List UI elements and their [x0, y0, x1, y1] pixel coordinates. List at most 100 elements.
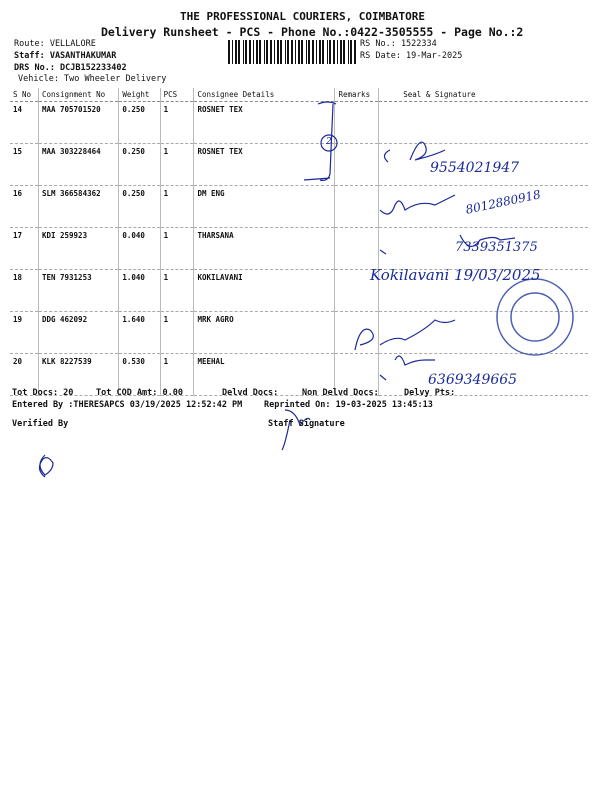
delvy-pts: Delvy Pts:: [404, 388, 456, 398]
table-row: 17 KDI 259923 0.040 1 THARSANA: [10, 227, 588, 270]
tot-cod-amt: Tot COD Amt: 0.00: [96, 388, 183, 398]
barcode-bar: [249, 40, 251, 64]
remarks: [334, 101, 379, 144]
weight: 0.250: [118, 143, 161, 186]
barcode-bar: [348, 40, 349, 64]
barcode-bar: [316, 40, 317, 64]
barcode-bar: [243, 40, 244, 64]
staff: Staff: VASANTHAKUMAR: [14, 51, 117, 61]
signature-15: [383, 141, 446, 163]
barcode-bar: [287, 40, 289, 64]
rs-no: RS No.: 1522334: [360, 39, 437, 49]
weight: 1.640: [118, 311, 161, 354]
barcode-bar: [228, 40, 230, 64]
weight: 0.250: [118, 185, 161, 228]
bracket-mark: [303, 101, 337, 181]
column-header: Seal & Signature: [378, 88, 588, 102]
barcode-bar: [291, 40, 293, 64]
pcs: 1: [159, 101, 194, 144]
consignment-no: TEN 7931253: [37, 269, 119, 312]
barcode-bar: [322, 40, 324, 64]
barcode-bar: [350, 40, 352, 64]
barcode-bar: [329, 40, 331, 64]
weight: 0.530: [118, 353, 161, 396]
consignment-no: KDI 259923: [37, 227, 119, 270]
remarks: [334, 143, 379, 186]
table-row: 15 MAA 303228464 0.250 1 ROSNET TEX: [10, 143, 588, 186]
consignee: MEEHAL: [193, 353, 335, 396]
signature-19: [354, 319, 456, 351]
seal-signature: [378, 101, 588, 144]
barcode-bar: [238, 40, 240, 64]
barcode-bar: [280, 40, 282, 64]
signature-20: [379, 355, 435, 381]
pcs: 1: [159, 269, 194, 312]
staff-signature-label: Staff Signature: [268, 419, 345, 429]
seal-signature: [378, 185, 588, 228]
consignment-no: SLM 366584362: [37, 185, 119, 228]
barcode-bar: [343, 40, 345, 64]
non-delvd-docs: Non Delvd Docs:: [302, 388, 379, 398]
consignee: KOKILAVANI: [193, 269, 335, 312]
pcs: 1: [159, 311, 194, 354]
barcode-bar: [337, 40, 338, 64]
barcode-bar: [354, 40, 356, 64]
remarks: [334, 185, 379, 228]
serial-no: 17: [10, 227, 39, 270]
consignee: MRK AGRO: [193, 311, 335, 354]
pcs: 1: [159, 353, 194, 396]
barcode-bar: [256, 40, 258, 64]
barcode-bar: [308, 40, 310, 64]
circle-mark: [320, 134, 338, 152]
seal-stamp: [496, 278, 574, 356]
barcode-bar: [301, 40, 303, 64]
delvd-docs: Delvd Docs:: [222, 388, 279, 398]
table-row: 18 TEN 7931253 1.040 1 KOKILAVANI: [10, 269, 588, 312]
rs-date: RS Date: 19-Mar-2025: [360, 51, 463, 61]
column-header: Consignment No: [37, 88, 119, 102]
consignment-no: MAA 705701520: [37, 101, 119, 144]
remarks: [334, 353, 379, 396]
signature-16: [379, 194, 456, 215]
barcode-bar: [327, 40, 328, 64]
reprinted-on: Reprinted On: 19-03-2025 13:45:13: [264, 400, 433, 410]
barcode-bar: [270, 40, 272, 64]
column-header: Weight: [118, 88, 161, 102]
entered-by: Entered By :THERESAPCS 03/19/2025 12:52:…: [12, 400, 243, 410]
route: Route: VELLALORE: [14, 39, 96, 49]
weight: 0.040: [118, 227, 161, 270]
handwritten-phone-1: 9554021947: [430, 160, 520, 176]
vehicle: Vehicle: Two Wheeler Delivery: [18, 74, 167, 84]
barcode-bar: [306, 40, 307, 64]
weight: 1.040: [118, 269, 161, 312]
barcode-bar: [266, 40, 268, 64]
consignment-no: MAA 303228464: [37, 143, 119, 186]
drs-no: DRS No.: DCJB152233402: [14, 63, 127, 73]
barcode-bar: [259, 40, 261, 64]
serial-no: 20: [10, 353, 39, 396]
handwritten-remark: 2: [326, 137, 332, 147]
barcode-bar: [264, 40, 265, 64]
company-name: THE PROFESSIONAL COURIERS, COIMBATORE: [180, 10, 426, 23]
barcode-bar: [232, 40, 233, 64]
runsheet-title: Delivery Runsheet - PCS - Phone No.:0422…: [101, 25, 524, 39]
barcode-bar: [277, 40, 279, 64]
table-row: 16 SLM 366584362 0.250 1 DM ENG: [10, 185, 588, 228]
column-header: PCS: [159, 88, 194, 102]
barcode-bar: [253, 40, 254, 64]
barcode-bar: [319, 40, 321, 64]
signature-17: [379, 234, 516, 255]
serial-no: 15: [10, 143, 39, 186]
consignee: DM ENG: [193, 185, 335, 228]
consignee: THARSANA: [193, 227, 335, 270]
pcs: 1: [159, 227, 194, 270]
handwritten-name-date: Kokilavani 19/03/2025: [370, 266, 541, 284]
barcode-bar: [312, 40, 314, 64]
pcs: 1: [159, 143, 194, 186]
consignment-no: KLK 8227539: [37, 353, 119, 396]
remarks: [334, 311, 379, 354]
table-row: 20 KLK 8227539 0.530 1 MEEHAL: [10, 353, 588, 396]
barcode-bar: [298, 40, 300, 64]
